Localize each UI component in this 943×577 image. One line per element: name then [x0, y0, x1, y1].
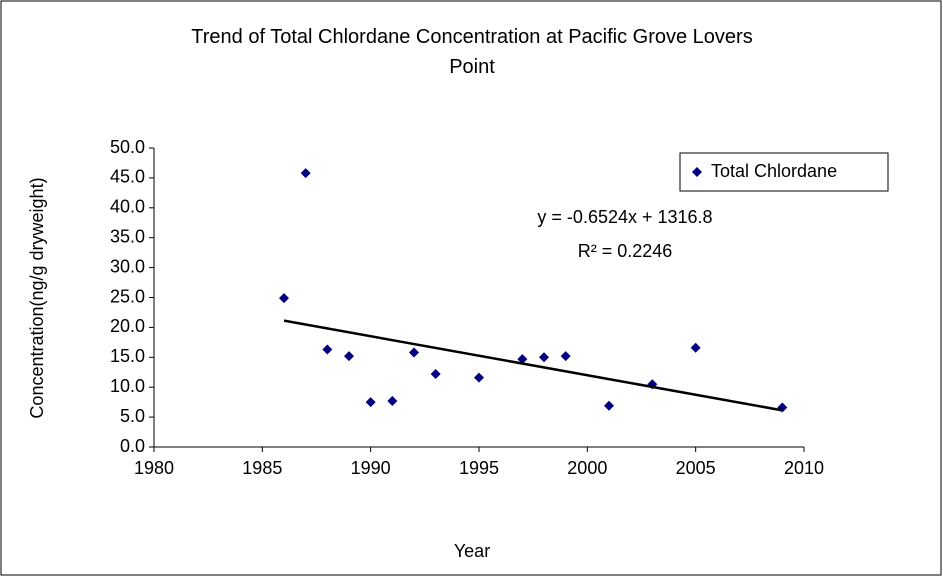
data-point — [560, 351, 571, 362]
x-tick-label: 2010 — [784, 458, 824, 478]
y-axis-label: Concentration(ng/g dryweight) — [27, 177, 47, 418]
chart-title: Trend of Total Chlordane Concentration a… — [191, 26, 753, 78]
x-tick-label: 1985 — [242, 458, 282, 478]
x-axis-label: Year — [454, 541, 490, 561]
data-point — [279, 293, 289, 304]
y-tick-label: 50.0 — [110, 137, 145, 157]
x-tick-label: 1990 — [351, 458, 391, 478]
legend-marker — [692, 167, 702, 177]
trendline-r-squared: R² = 0.2246 — [578, 241, 673, 261]
data-point — [387, 395, 398, 406]
x-tick-label: 1980 — [134, 458, 174, 478]
data-point — [344, 351, 354, 362]
y-tick-label: 30.0 — [110, 256, 145, 276]
data-point — [539, 352, 549, 363]
y-tick-label: 15.0 — [110, 346, 145, 366]
data-point — [322, 344, 333, 355]
data-point — [365, 397, 376, 408]
chart-title-box: Trend of Total Chlordane Concentration a… — [191, 26, 753, 78]
y-tick-label: 40.0 — [110, 197, 145, 217]
data-point — [517, 354, 528, 365]
x-tick-label: 2000 — [567, 458, 607, 478]
trendline — [283, 319, 783, 412]
x-tick-label: 1995 — [459, 458, 499, 478]
y-tick-label: 5.0 — [120, 406, 145, 426]
y-tick-label: 35.0 — [110, 226, 145, 246]
y-tick-label: 0.0 — [120, 436, 145, 456]
data-point — [300, 168, 311, 179]
x-tick-label: 2005 — [676, 458, 716, 478]
data-point — [430, 369, 441, 380]
data-point — [409, 347, 419, 358]
legend-label: Total Chlordane — [711, 161, 837, 181]
legend-box — [679, 152, 889, 192]
trendline-equation: y = -0.6524x + 1316.8 — [537, 207, 712, 227]
data-point — [474, 372, 484, 383]
y-tick-label: 45.0 — [110, 167, 145, 187]
data-point — [604, 400, 614, 411]
y-tick-label: 25.0 — [110, 286, 145, 306]
data-point — [690, 342, 701, 353]
y-tick-label: 10.0 — [110, 376, 145, 396]
y-tick-label: 20.0 — [110, 316, 145, 336]
